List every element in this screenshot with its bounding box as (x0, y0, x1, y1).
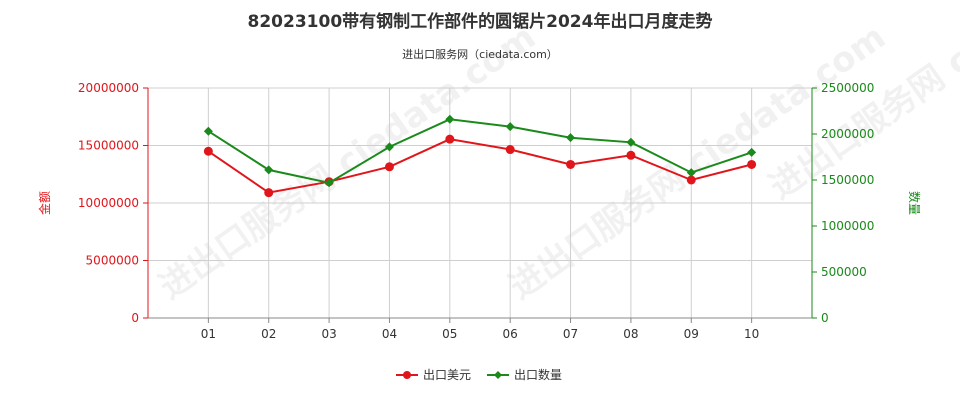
left-tick-label: 20000000 (78, 81, 139, 95)
legend-item-1: 出口美元 (396, 368, 471, 382)
left-tick-label: 15000000 (78, 139, 139, 153)
x-tick-label: 05 (442, 327, 457, 341)
series-line-2 (207, 118, 752, 184)
right-tick-label: 2500000 (821, 81, 874, 95)
series-point (384, 162, 394, 172)
legend-label: 出口数量 (514, 367, 562, 382)
x-tick-label: 09 (684, 327, 699, 341)
series-point (626, 137, 636, 147)
series-point (203, 146, 213, 156)
left-tick-label: 10000000 (78, 196, 139, 210)
watermark-layer: 进出口服务网 ciedata.com 进出口服务网 ciedata.com 进出… (152, 0, 960, 307)
x-tick-label: 07 (563, 327, 578, 341)
right-axis-label: 数量 (907, 191, 922, 215)
right-tick-label: 0 (821, 311, 829, 325)
series-point (566, 133, 576, 143)
x-tick-label: 04 (382, 327, 397, 341)
x-axis-ticks: 01 02 03 04 05 06 07 08 09 10 (201, 318, 759, 341)
x-tick-label: 03 (321, 327, 336, 341)
x-tick-label: 02 (261, 327, 276, 341)
right-tick-label: 1000000 (821, 219, 874, 233)
series-point (384, 142, 394, 152)
series-point (566, 159, 576, 169)
series-point (505, 145, 515, 155)
series-point (445, 114, 455, 124)
x-tick-label: 08 (623, 327, 638, 341)
right-axis-ticks: 0 500000 1000000 1500000 2000000 2500000 (812, 81, 874, 325)
left-axis-label: 金额 (37, 191, 52, 215)
right-tick-label: 500000 (821, 265, 867, 279)
series-point (445, 134, 455, 144)
right-tick-label: 2000000 (821, 127, 874, 141)
legend: 出口美元 出口数量 (396, 367, 562, 382)
x-tick-label: 10 (744, 327, 759, 341)
chart-subtitle: 进出口服务网（ciedata.com） (402, 47, 558, 61)
chart-title: 82023100带有钢制工作部件的圆锯片2024年出口月度走势 (248, 11, 713, 32)
series-point (203, 126, 213, 136)
series-point (626, 150, 636, 160)
series-point (747, 147, 757, 157)
left-tick-label: 0 (131, 311, 139, 325)
x-tick-label: 01 (201, 327, 216, 341)
grid-lines (148, 87, 812, 318)
left-tick-label: 5000000 (86, 254, 139, 268)
series-point (264, 165, 274, 175)
series-2 (203, 114, 757, 188)
series-layer (203, 114, 757, 198)
series-point (747, 159, 757, 169)
series-point (324, 178, 334, 188)
series-line-1 (207, 138, 752, 194)
series-point (264, 188, 274, 198)
legend-item-2: 出口数量 (487, 367, 562, 382)
x-tick-label: 06 (503, 327, 518, 341)
legend-swatch-marker (403, 371, 411, 379)
series-point (686, 175, 696, 185)
left-axis-ticks: 0 5000000 10000000 15000000 20000000 (78, 81, 148, 325)
legend-label: 出口美元 (423, 368, 471, 382)
legend-swatch-marker (494, 371, 502, 379)
right-tick-label: 1500000 (821, 173, 874, 187)
series-point (505, 122, 515, 132)
series-point (686, 168, 696, 178)
